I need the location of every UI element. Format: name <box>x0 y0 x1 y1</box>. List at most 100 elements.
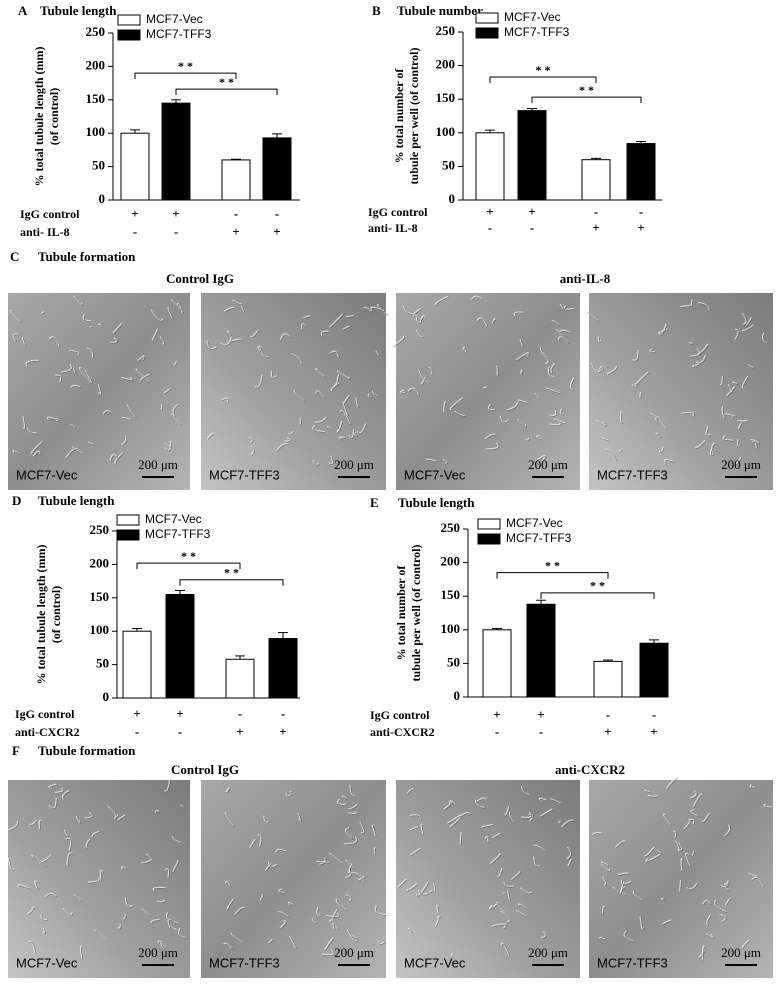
chart-title: Tubule length <box>38 493 115 508</box>
treatment-sign: + <box>604 724 611 739</box>
treatment-sign: - <box>234 206 238 221</box>
significance-label: * * <box>224 566 239 580</box>
micrograph-bg <box>396 780 580 978</box>
scale-label: 200 μm <box>528 945 568 960</box>
scale-label: 200 μm <box>138 457 178 472</box>
treatment-label: IgG control <box>368 205 428 219</box>
treatment-sign: - <box>530 220 534 235</box>
bar <box>165 593 195 699</box>
significance-label: * * <box>178 59 193 73</box>
legend-label: MCF7-Vec <box>146 12 203 26</box>
treatment-sign: + <box>279 724 286 739</box>
y-tick-label: 250 <box>90 522 110 537</box>
treatment-sign: + <box>133 706 140 721</box>
significance-label: * * <box>181 549 196 563</box>
panel-title: Tubule formation <box>38 249 136 264</box>
legend-swatch <box>117 29 141 41</box>
y-tick-label: 150 <box>441 587 461 602</box>
legend-label: MCF7-Vec <box>145 512 202 526</box>
y-tick-label: 100 <box>436 124 456 139</box>
micrograph: MCF7-Vec 200 μm <box>396 780 580 978</box>
panel-letter: E <box>370 495 379 510</box>
treatment-sign: - <box>488 220 492 235</box>
legend-label: MCF7-Vec <box>506 516 563 530</box>
significance-bracket <box>179 579 284 586</box>
y-axis-label: tubule per well (of control) <box>409 545 423 682</box>
bar <box>482 629 512 698</box>
treatment-label: anti- IL-8 <box>368 221 418 235</box>
significance-label: * * <box>590 579 605 593</box>
treatment-sign: - <box>652 707 656 722</box>
y-tick-label: 200 <box>436 57 456 72</box>
y-tick-label: 50 <box>447 654 460 669</box>
texture-shadow <box>587 300 768 466</box>
y-tick-label: 150 <box>86 91 106 106</box>
significance-bracket <box>496 572 609 579</box>
y-tick-label: 0 <box>99 191 106 206</box>
micrograph: MCF7-TFF3 200 μm <box>201 293 389 490</box>
legend-swatch <box>477 533 501 545</box>
treatment-sign: + <box>592 220 599 235</box>
legend-label: MCF7-TFF3 <box>145 527 211 541</box>
significance-label: * * <box>579 83 594 97</box>
micrograph-bg <box>589 780 773 978</box>
panel-letter: D <box>12 493 21 508</box>
bar <box>161 102 191 201</box>
bar <box>581 159 611 201</box>
y-tick-label: 250 <box>86 24 106 39</box>
group-label: anti-IL-8 <box>560 271 611 286</box>
treatment-sign: - <box>539 724 543 739</box>
texture-shadow <box>593 777 774 961</box>
bar <box>268 638 298 699</box>
treatment-sign: + <box>650 724 657 739</box>
treatment-label: IgG control <box>20 207 80 221</box>
micrograph: MCF7-Vec 200 μm <box>8 293 190 490</box>
legend-label: MCF7-TFF3 <box>146 27 212 41</box>
micrograph-bg <box>8 293 190 490</box>
y-axis-label: % total tubule length (mm) <box>32 47 46 187</box>
texture-shadow <box>398 787 575 961</box>
scale-label: 200 μm <box>721 457 761 472</box>
panel-title: Tubule formation <box>38 743 136 758</box>
scale-label: 200 μm <box>334 457 374 472</box>
image-label: MCF7-Vec <box>404 467 466 482</box>
treatment-sign: + <box>131 206 138 221</box>
treatment-sign: - <box>178 724 182 739</box>
group-label: Control IgG <box>166 271 234 286</box>
bar <box>122 630 152 699</box>
chart-title: Tubule length <box>40 3 117 18</box>
treatment-sign: + <box>493 707 500 722</box>
y-tick-label: 50 <box>442 157 455 172</box>
y-tick-label: 50 <box>92 158 105 173</box>
bar <box>517 110 547 201</box>
treatment-label: anti- IL-8 <box>20 225 70 239</box>
legend-swatch <box>475 12 499 24</box>
treatment-label: IgG control <box>370 708 430 722</box>
treatment-label: anti-CXCR2 <box>370 725 435 739</box>
group-label: Control IgG <box>171 762 239 777</box>
scale-label: 200 μm <box>721 945 761 960</box>
chart-title: Tubule number <box>397 3 483 18</box>
micrograph-bg <box>396 293 580 490</box>
y-tick-label: 250 <box>441 520 461 535</box>
micrograph: MCF7-TFF3 200 μm <box>201 780 387 978</box>
treatment-sign: + <box>273 224 280 239</box>
treatment-sign: - <box>238 706 242 721</box>
scale-label: 200 μm <box>334 945 374 960</box>
y-axis-label: % total tubule length (mm) <box>34 545 48 685</box>
significance-bracket <box>175 88 278 96</box>
y-axis-label: (of control) <box>49 586 63 643</box>
group-label: anti-CXCR2 <box>555 762 625 777</box>
y-tick-label: 250 <box>436 23 456 38</box>
legend-swatch <box>116 514 140 526</box>
significance-bracket <box>531 96 642 104</box>
legend-label: MCF7-TFF3 <box>506 531 572 545</box>
scale-label: 200 μm <box>138 945 178 960</box>
micrograph: MCF7-Vec 200 μm <box>7 778 190 978</box>
treatment-label: anti-CXCR2 <box>15 725 80 739</box>
significance-bracket <box>489 76 597 84</box>
y-tick-label: 200 <box>90 555 110 570</box>
treatment-sign: - <box>275 206 279 221</box>
treatment-sign: + <box>176 706 183 721</box>
